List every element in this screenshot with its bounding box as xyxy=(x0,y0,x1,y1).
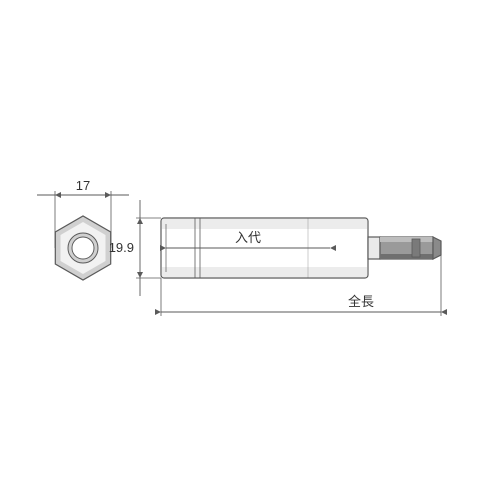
hex-width-label: 17 xyxy=(76,178,90,193)
socket-height-label: 19.9 xyxy=(109,240,134,255)
technical-drawing: 17 19.9 入代全長 xyxy=(0,0,500,500)
bore-circle xyxy=(72,237,94,259)
overall-length-label: 全長 xyxy=(348,294,374,309)
depth-label: 入代 xyxy=(235,230,261,245)
